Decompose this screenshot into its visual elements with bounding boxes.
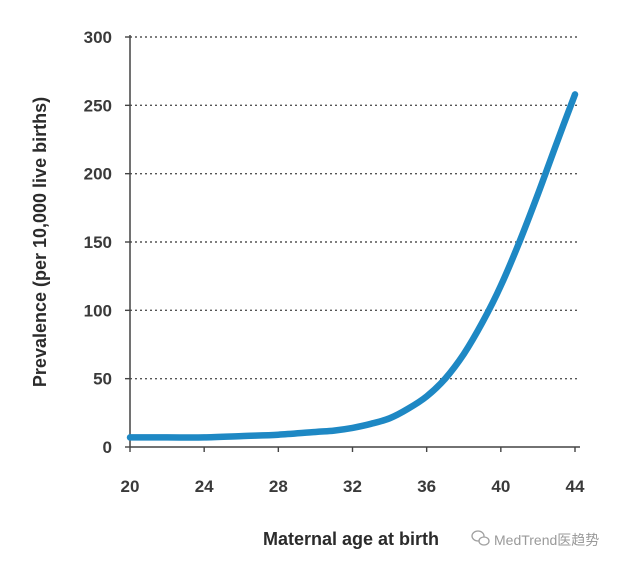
y-tick-label: 100 (84, 301, 112, 320)
data-point (351, 427, 354, 429)
data-point (574, 93, 576, 96)
watermark-text: MedTrend医趋势 (494, 532, 599, 548)
data-point (555, 142, 558, 145)
data-point (370, 423, 372, 425)
data-point (203, 436, 205, 439)
y-tick-label: 250 (84, 96, 112, 115)
data-point (314, 431, 317, 433)
watermark: MedTrend医趋势 (471, 530, 599, 548)
x-tick-label: 28 (269, 477, 288, 496)
y-tick-label: 200 (84, 165, 112, 184)
x-tick-label: 36 (417, 477, 436, 496)
axes (129, 35, 580, 448)
wechat-icon (471, 530, 490, 546)
data-point (481, 321, 484, 324)
x-tick-label: 24 (195, 477, 214, 496)
data-point (518, 241, 521, 243)
x-axis-title: Maternal age at birth (263, 529, 439, 549)
x-tick-label: 32 (343, 477, 362, 496)
data-point (407, 407, 409, 410)
x-axis-ticks: 20 24 28 32 36 40 44 (121, 447, 585, 496)
data-point (166, 436, 168, 439)
y-tick-label: 150 (84, 233, 112, 252)
data-point (463, 353, 465, 355)
x-tick-label: 44 (566, 477, 585, 496)
series-group (126, 91, 579, 441)
data-point (425, 395, 428, 398)
y-tick-label: 0 (103, 438, 112, 457)
data-point (129, 436, 131, 439)
x-tick-label: 40 (491, 477, 510, 496)
y-tick-label: 50 (93, 370, 112, 389)
data-point (500, 284, 502, 287)
data-point (537, 193, 539, 195)
data-point (240, 435, 243, 437)
data-point (388, 417, 391, 420)
series-line (126, 91, 579, 441)
y-axis-title: Prevalence (per 10,000 live births) (30, 97, 50, 387)
x-tick-label: 20 (121, 477, 140, 496)
data-point (333, 429, 335, 432)
data-point (277, 433, 280, 436)
y-axis-ticks: 0 50 100 150 200 250 300 (84, 28, 130, 457)
grid-lines (130, 36, 580, 380)
data-point (444, 377, 447, 380)
y-tick-label: 300 (84, 28, 112, 47)
